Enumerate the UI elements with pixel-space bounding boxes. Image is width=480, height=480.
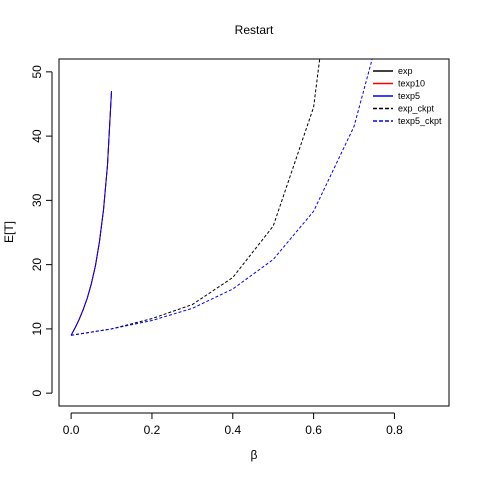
chart-title: Restart <box>235 23 274 37</box>
series-line-texp5 <box>70 91 112 336</box>
x-tick-label: 0.0 <box>63 423 80 437</box>
x-tick-label: 0.6 <box>305 423 322 437</box>
series-layer <box>70 59 373 336</box>
y-tick-label: 40 <box>30 129 44 143</box>
x-axis: 0.0 0.2 0.4 0.6 0.8 <box>63 412 403 437</box>
y-tick-label: 20 <box>30 258 44 272</box>
x-tick-label: 0.8 <box>386 423 403 437</box>
series-line-exp <box>70 91 112 336</box>
x-tick-label: 0.2 <box>144 423 161 437</box>
y-tick-label: 30 <box>30 193 44 207</box>
y-axis: 0 10 20 30 40 50 <box>30 65 53 396</box>
x-axis-label: β <box>251 448 258 462</box>
legend-label: texp5 <box>398 91 420 101</box>
y-tick-label: 0 <box>30 389 44 396</box>
y-axis-label: E[T] <box>2 221 16 243</box>
legend-label: texp10 <box>398 79 425 89</box>
series-line-texp5-ckpt <box>71 59 373 336</box>
legend-label: exp <box>398 66 413 76</box>
series-line-texp10 <box>70 91 112 336</box>
legend: exp texp10 texp5 exp_ckpt texp5_ckpt <box>373 66 442 126</box>
y-tick-label: 10 <box>30 322 44 336</box>
x-tick-label: 0.4 <box>224 423 241 437</box>
legend-label: exp_ckpt <box>398 104 435 114</box>
legend-label: texp5_ckpt <box>398 116 442 126</box>
plot-frame <box>58 58 450 407</box>
series-line-exp-ckpt <box>71 59 321 336</box>
y-tick-label: 50 <box>30 65 44 79</box>
